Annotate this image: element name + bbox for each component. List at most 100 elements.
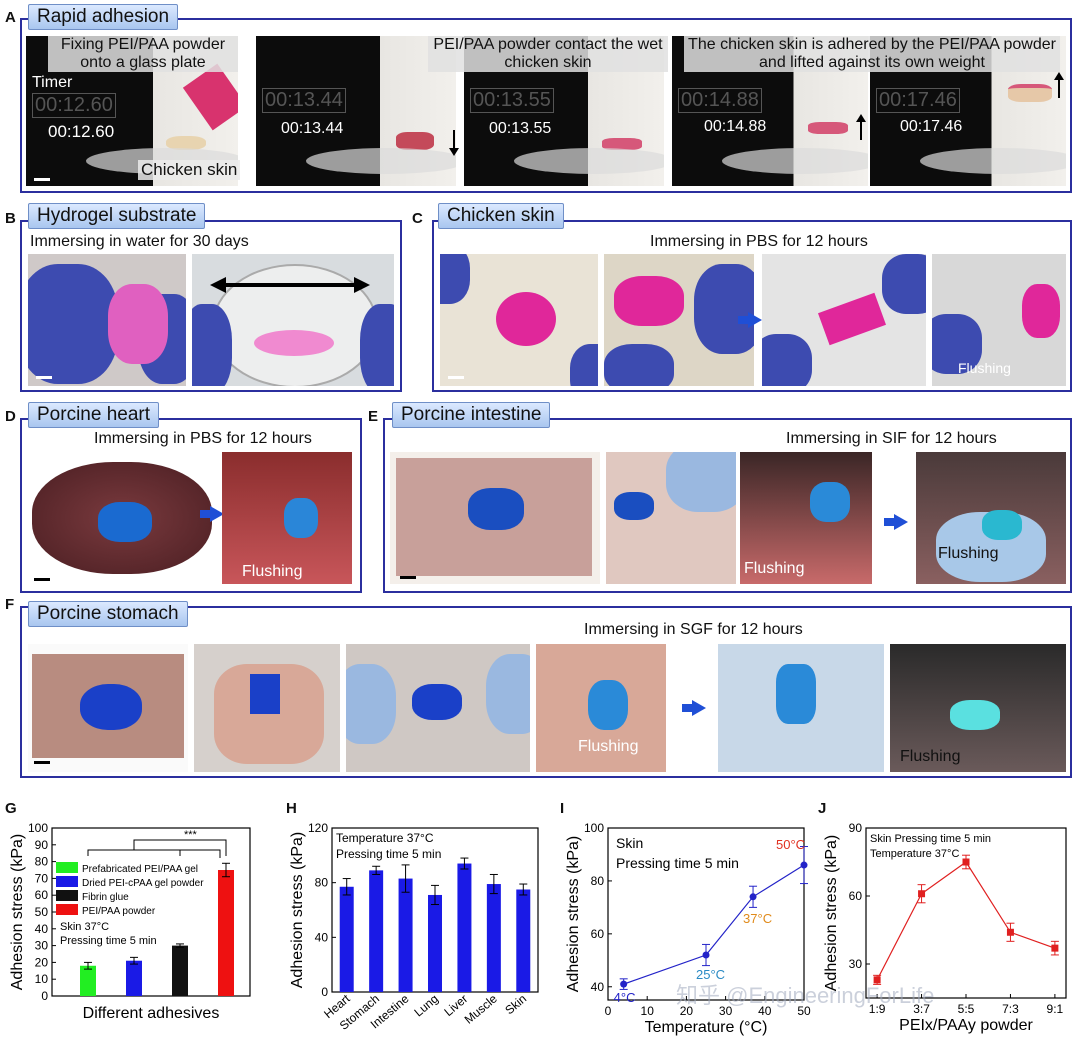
powder-patch <box>1022 284 1060 338</box>
bar <box>172 945 188 996</box>
x-tick-label: 50 <box>797 1004 811 1018</box>
scale-bar <box>400 576 416 579</box>
glove <box>192 304 232 386</box>
flushing-label: Flushing <box>744 560 805 577</box>
flushing-label: Flushing <box>938 545 999 562</box>
y-tick-label: 50 <box>35 905 49 919</box>
scale-bar <box>36 376 52 379</box>
x-axis-label: Temperature (°C) <box>645 1019 768 1036</box>
data-point <box>918 890 926 898</box>
right-arrow-icon <box>884 514 908 530</box>
up-arrow-icon <box>1054 72 1064 98</box>
panel-a-frame-2 <box>256 36 456 186</box>
right-arrow-icon <box>682 700 706 716</box>
annotation: Pressing time 5 min <box>616 855 739 871</box>
y-tick-label: 40 <box>315 930 329 944</box>
chart-j: 30 60 90 Adhesion stress (kPa) 1:9 3:7 5:5 7:3 9… <box>823 821 1067 1034</box>
x-tick-label: 0 <box>605 1004 612 1018</box>
y-tick-label: 100 <box>584 821 604 835</box>
y-tick-label: 30 <box>35 939 49 953</box>
glove <box>346 664 396 744</box>
scale-bar <box>34 578 50 581</box>
timer-display-3: 00:13.55 <box>470 88 554 113</box>
stomach-photo-6 <box>890 644 1066 772</box>
panel-letter-f: F <box>5 596 15 613</box>
series-line <box>876 861 1056 981</box>
data-point <box>873 976 881 984</box>
panel-letter-h: H <box>286 800 297 817</box>
intestine-photo-2 <box>606 452 736 584</box>
intestine-photo-4 <box>916 452 1066 584</box>
flushing-label: Flushing <box>958 360 1011 376</box>
flushing-label: Flushing <box>900 748 961 765</box>
panel-c-caption: Immersing in PBS for 12 hours <box>650 233 868 250</box>
x-axis-label: Different adhesives <box>83 1005 220 1022</box>
panel-e-caption: Immersing in SIF for 12 hours <box>786 430 997 447</box>
bar <box>339 886 354 992</box>
powder-patch <box>250 674 280 714</box>
y-tick-label: 60 <box>591 927 605 941</box>
powder-patch <box>614 492 654 520</box>
y-tick-label: 90 <box>35 838 49 852</box>
data-point <box>1051 944 1059 952</box>
powder-patch <box>950 700 1000 730</box>
x-tick-label: 7:3 <box>1002 1002 1019 1016</box>
stomach-photo-5 <box>718 644 884 772</box>
powder-patch <box>468 488 524 530</box>
x-tick-label: 9:1 <box>1047 1002 1064 1016</box>
panel-d-title: Porcine heart <box>28 402 160 428</box>
y-tick-label: 120 <box>308 821 328 835</box>
point-label: 25°C <box>696 967 725 982</box>
glove <box>486 654 530 734</box>
legend-swatch <box>56 904 78 915</box>
panel-letter-a: A <box>5 9 16 26</box>
glove <box>666 452 736 512</box>
stomach-photo-2 <box>194 644 340 772</box>
data-point <box>749 893 757 901</box>
x-tick-label: 30 <box>719 1004 733 1018</box>
watermark: 知乎 @EngineeringForLife <box>676 983 935 1008</box>
x-tick-label: Lung <box>411 992 440 1020</box>
data-point <box>702 951 710 959</box>
timer-display-5: 00:17.46 <box>876 88 960 113</box>
annotation: Skin Pressing time 5 min <box>870 833 991 845</box>
intestine-photo-1 <box>390 452 600 584</box>
y-tick-label: 40 <box>35 922 49 936</box>
powder-patch <box>614 276 684 326</box>
bar <box>369 870 384 992</box>
x-tick-label: 40 <box>758 1004 772 1018</box>
panel-f-caption: Immersing in SGF for 12 hours <box>584 621 803 638</box>
stomach-photo-1 <box>28 644 188 772</box>
data-point <box>620 980 628 988</box>
powder-patch <box>982 510 1022 540</box>
panel-b-caption: Immersing in water for 30 days <box>30 233 249 250</box>
glove <box>570 344 598 386</box>
glove <box>440 254 470 304</box>
x-tick-label: Muscle <box>462 991 500 1026</box>
timer-display-2: 00:13.44 <box>262 88 346 113</box>
skin-contact <box>396 132 434 150</box>
right-arrow-icon <box>200 506 224 522</box>
scale-bar <box>34 761 50 764</box>
x-tick-label: 20 <box>680 1004 694 1018</box>
point-label: 4°C <box>614 990 636 1005</box>
timer-readout-1: 00:12.60 <box>48 122 115 141</box>
stomach-photo-4 <box>536 644 666 772</box>
data-point <box>800 861 808 869</box>
powder-patch <box>98 502 152 542</box>
timer-readout-2: 00:13.44 <box>281 120 344 137</box>
panel-letter-b: B <box>5 210 16 227</box>
panel-e-frame <box>383 418 1072 593</box>
heart-photo-1 <box>28 452 216 584</box>
intestine-photo-3 <box>740 452 872 584</box>
panel-a-caption-1: Fixing PEI/PAA powder onto a glass plate <box>48 36 238 72</box>
down-arrow-icon <box>449 130 459 156</box>
data-point <box>962 858 970 866</box>
timer-display-1: 00:12.60 <box>32 93 116 118</box>
panel-letter-i: I <box>560 800 565 817</box>
panel-e-title: Porcine intestine <box>392 402 551 428</box>
chicken-skin-photo-1 <box>440 254 598 386</box>
